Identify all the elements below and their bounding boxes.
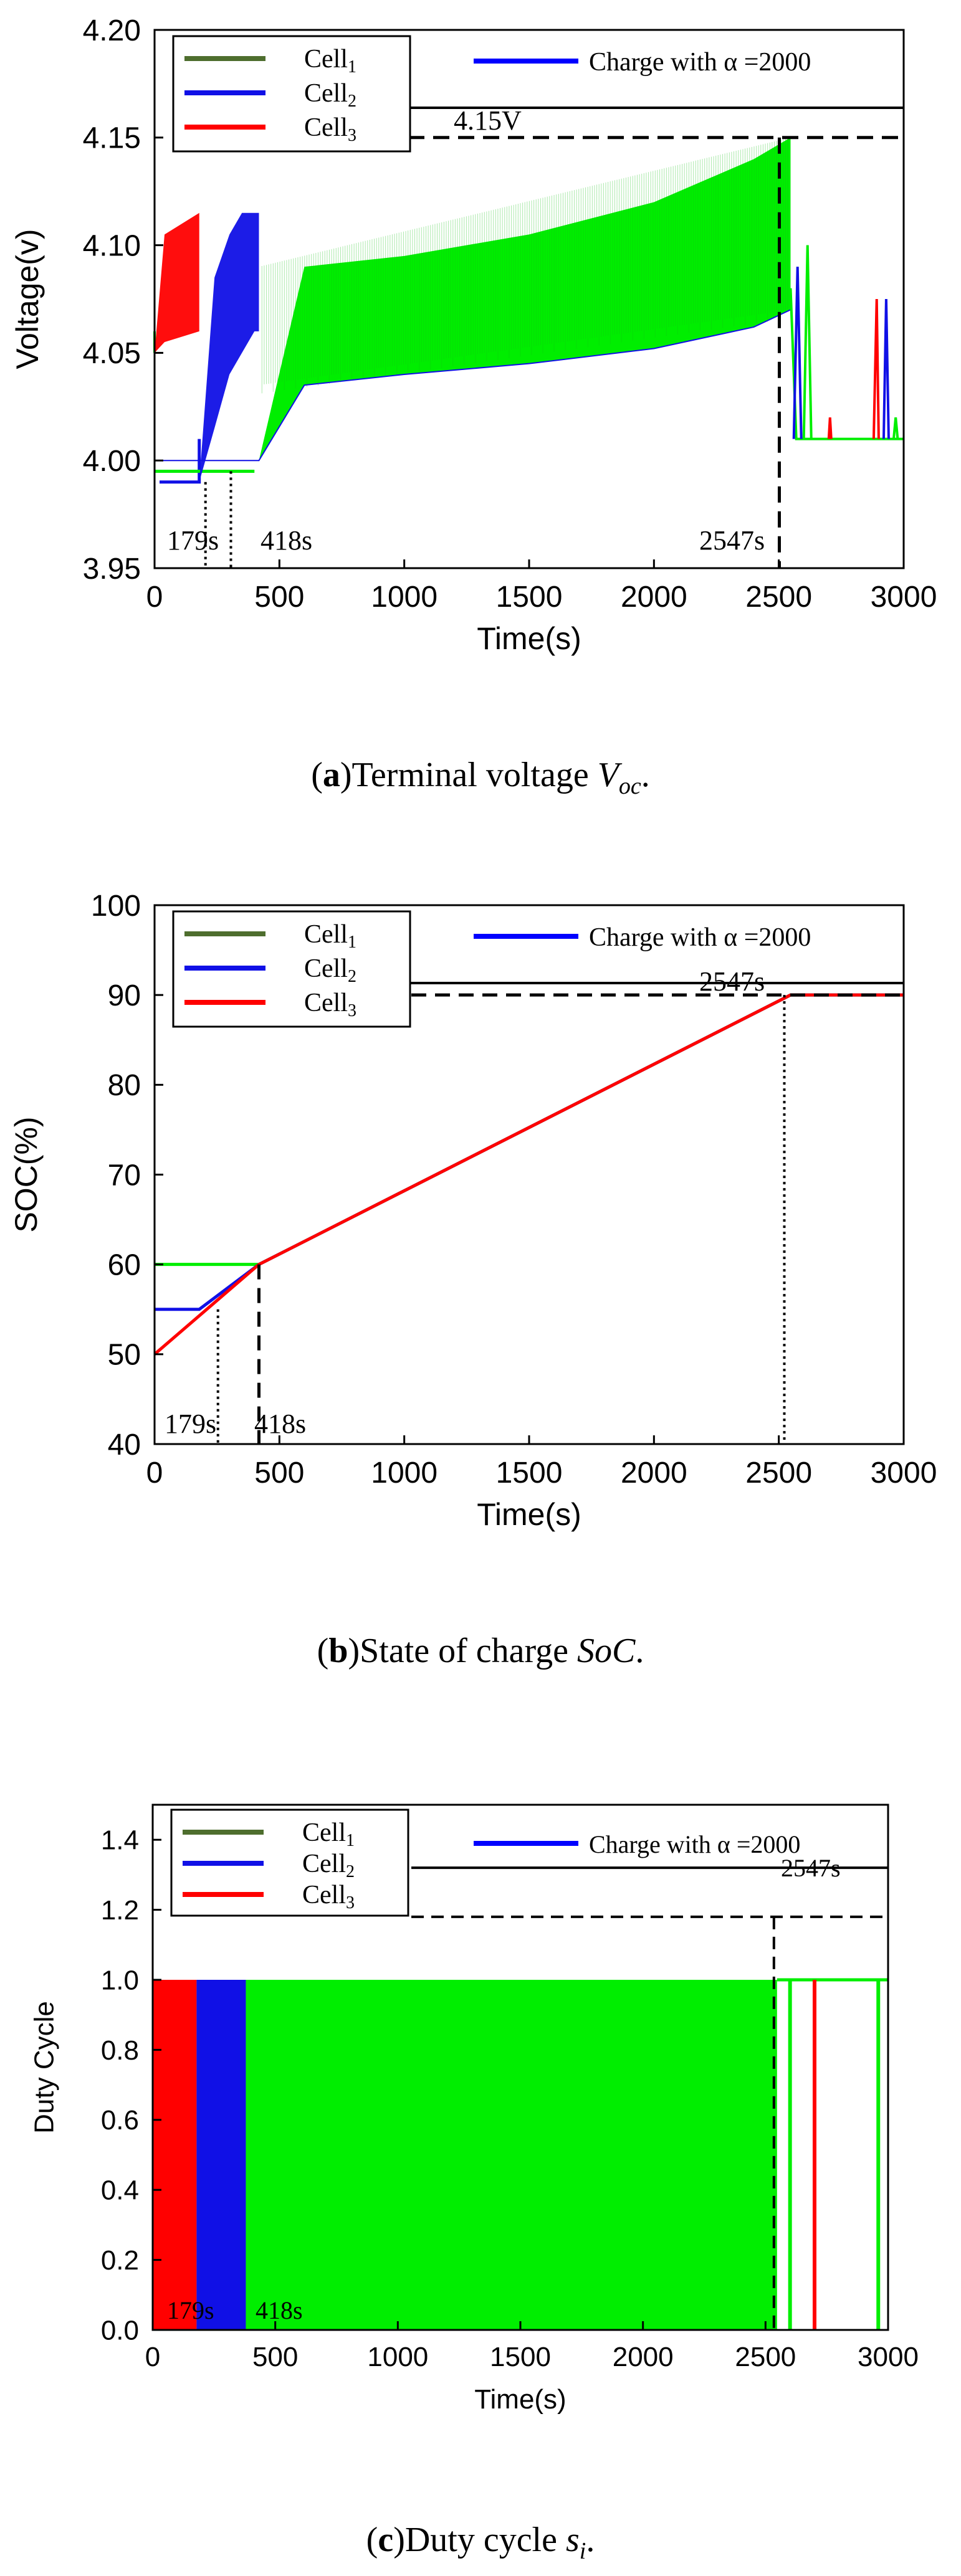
y-tick-label: 80 [108,1069,141,1102]
y-tick-label: 4.20 [83,14,141,47]
cell2-line [155,993,904,1311]
caption-c: (c)Duty cycle si. [366,2521,595,2564]
x-tick-label: 3000 [871,581,937,614]
y-tick-label: 3.95 [83,553,141,586]
y-axis-label: SOC(%) [9,1116,44,1232]
cell1-spike [892,417,899,439]
cell2-band [155,212,259,482]
y-tick-label: 4.00 [83,445,141,478]
y-tick-label: 4.05 [83,337,141,370]
x-tick-label: 500 [254,581,304,614]
x-tick-label: 2000 [621,581,687,614]
legend-label-cell3: Cell3 [304,113,356,145]
x-axis-label: Time(s) [477,1497,581,1532]
x-tick-label: 500 [252,2342,298,2372]
caption-b: (b)State of charge SoC. [317,1632,644,1670]
y-tick-label: 100 [91,890,141,923]
annotation-2547s: 2547s [699,966,765,997]
y-tick-label: 0.0 [101,2315,139,2345]
x-tick-label: 2500 [735,2342,796,2372]
x-tick-label: 0 [145,2342,160,2372]
legend-label-cell1: Cell1 [304,45,356,77]
cell2-duty-block [196,1980,246,2330]
x-tick-label: 0 [146,1457,163,1490]
annotation-179s: 179s [167,525,219,556]
cell3-line [153,993,904,1356]
legend-label-cell2: Cell2 [304,79,356,111]
legend-label-cell2: Cell2 [302,1850,355,1881]
legend-label-cell3: Cell3 [302,1881,355,1913]
cell3-band [155,212,199,353]
y-tick-label: 4.15 [83,122,141,155]
y-tick-label: 70 [108,1159,141,1192]
cell1-spike [802,245,813,439]
legend-label-cell3: Cell3 [304,989,356,1020]
y-tick-label: 40 [108,1428,141,1461]
legend-label-charge: Charge with α =2000 [589,1830,800,1858]
x-tick-label: 3000 [858,2342,919,2372]
cell1-tail [789,288,904,440]
legend-label-cell2: Cell2 [304,954,356,986]
caption-a: (a)Terminal voltage Voc. [311,756,650,799]
x-tick-label: 2000 [621,1457,687,1490]
x-tick-label: 2500 [745,1457,812,1490]
y-tick-label: 1.2 [101,1895,139,1926]
y-tick-label: 0.8 [101,2035,139,2066]
y-axis-label: Voltage(v) [10,229,45,369]
x-tick-label: 500 [254,1457,304,1490]
annotation-418s: 418s [256,2296,303,2324]
y-tick-label: 1.4 [101,1825,139,1856]
annotation-179s: 179s [165,1409,216,1439]
y-tick-label: 60 [108,1248,141,1281]
annotation-418s: 418s [261,525,312,556]
x-tick-label: 0 [146,581,163,614]
x-axis-label: Time(s) [474,2384,566,2415]
y-tick-label: 1.0 [101,1965,139,1995]
cell3-spike [872,298,880,439]
cell1-lower-edge [155,309,791,462]
x-tick-label: 1000 [371,581,437,614]
legend-label-cell1: Cell1 [304,920,356,952]
x-axis-label: Time(s) [477,621,581,656]
cell2-spike [792,267,803,439]
y-axis-label: Duty Cycle [29,2001,60,2134]
annotation-4.15V: 4.15V [454,105,522,136]
y-tick-label: 0.6 [101,2105,139,2136]
cell1-band [155,137,791,461]
x-tick-label: 1500 [496,581,563,614]
chart-a: 179s 418s 2547s 4.15V 3.95 4.00 4.05 4.10 4.15 4.… [10,14,937,799]
legend-label-cell1: Cell1 [302,1818,355,1850]
y-tick-label: 50 [108,1339,141,1372]
x-tick-label: 1500 [496,1457,563,1490]
annotation-179s: 179s [167,2296,214,2324]
cell3-spike [827,417,833,439]
x-tick-label: 2000 [613,2342,674,2372]
legend-label-charge: Charge with α =2000 [589,923,811,952]
chart-c: 179s 418s 2547s 0.0 0.2 0.4 0.6 0.8 1.0 1.2 1.4 0 50… [29,1804,919,2564]
cell2-spike [882,298,890,439]
x-tick-label: 2500 [745,581,812,614]
x-tick-label: 1500 [490,2342,551,2372]
x-tick-label: 1000 [367,2342,428,2372]
legend-label-charge: Charge with α =2000 [589,48,811,77]
cell1-duty-block [246,1980,777,2330]
y-tick-label: 0.2 [101,2245,139,2276]
annotation-2547s: 2547s [699,525,765,556]
x-tick-label: 3000 [871,1457,937,1490]
annotation-2547s: 2547s [781,1854,841,1882]
cell3-duty-block [153,1980,197,2330]
annotation-418s: 418s [254,1409,306,1439]
y-tick-label: 0.4 [101,2175,139,2206]
y-tick-label: 90 [108,979,141,1012]
x-tick-label: 1000 [371,1457,437,1490]
y-tick-label: 4.10 [83,229,141,262]
cell1-line [155,993,904,1267]
